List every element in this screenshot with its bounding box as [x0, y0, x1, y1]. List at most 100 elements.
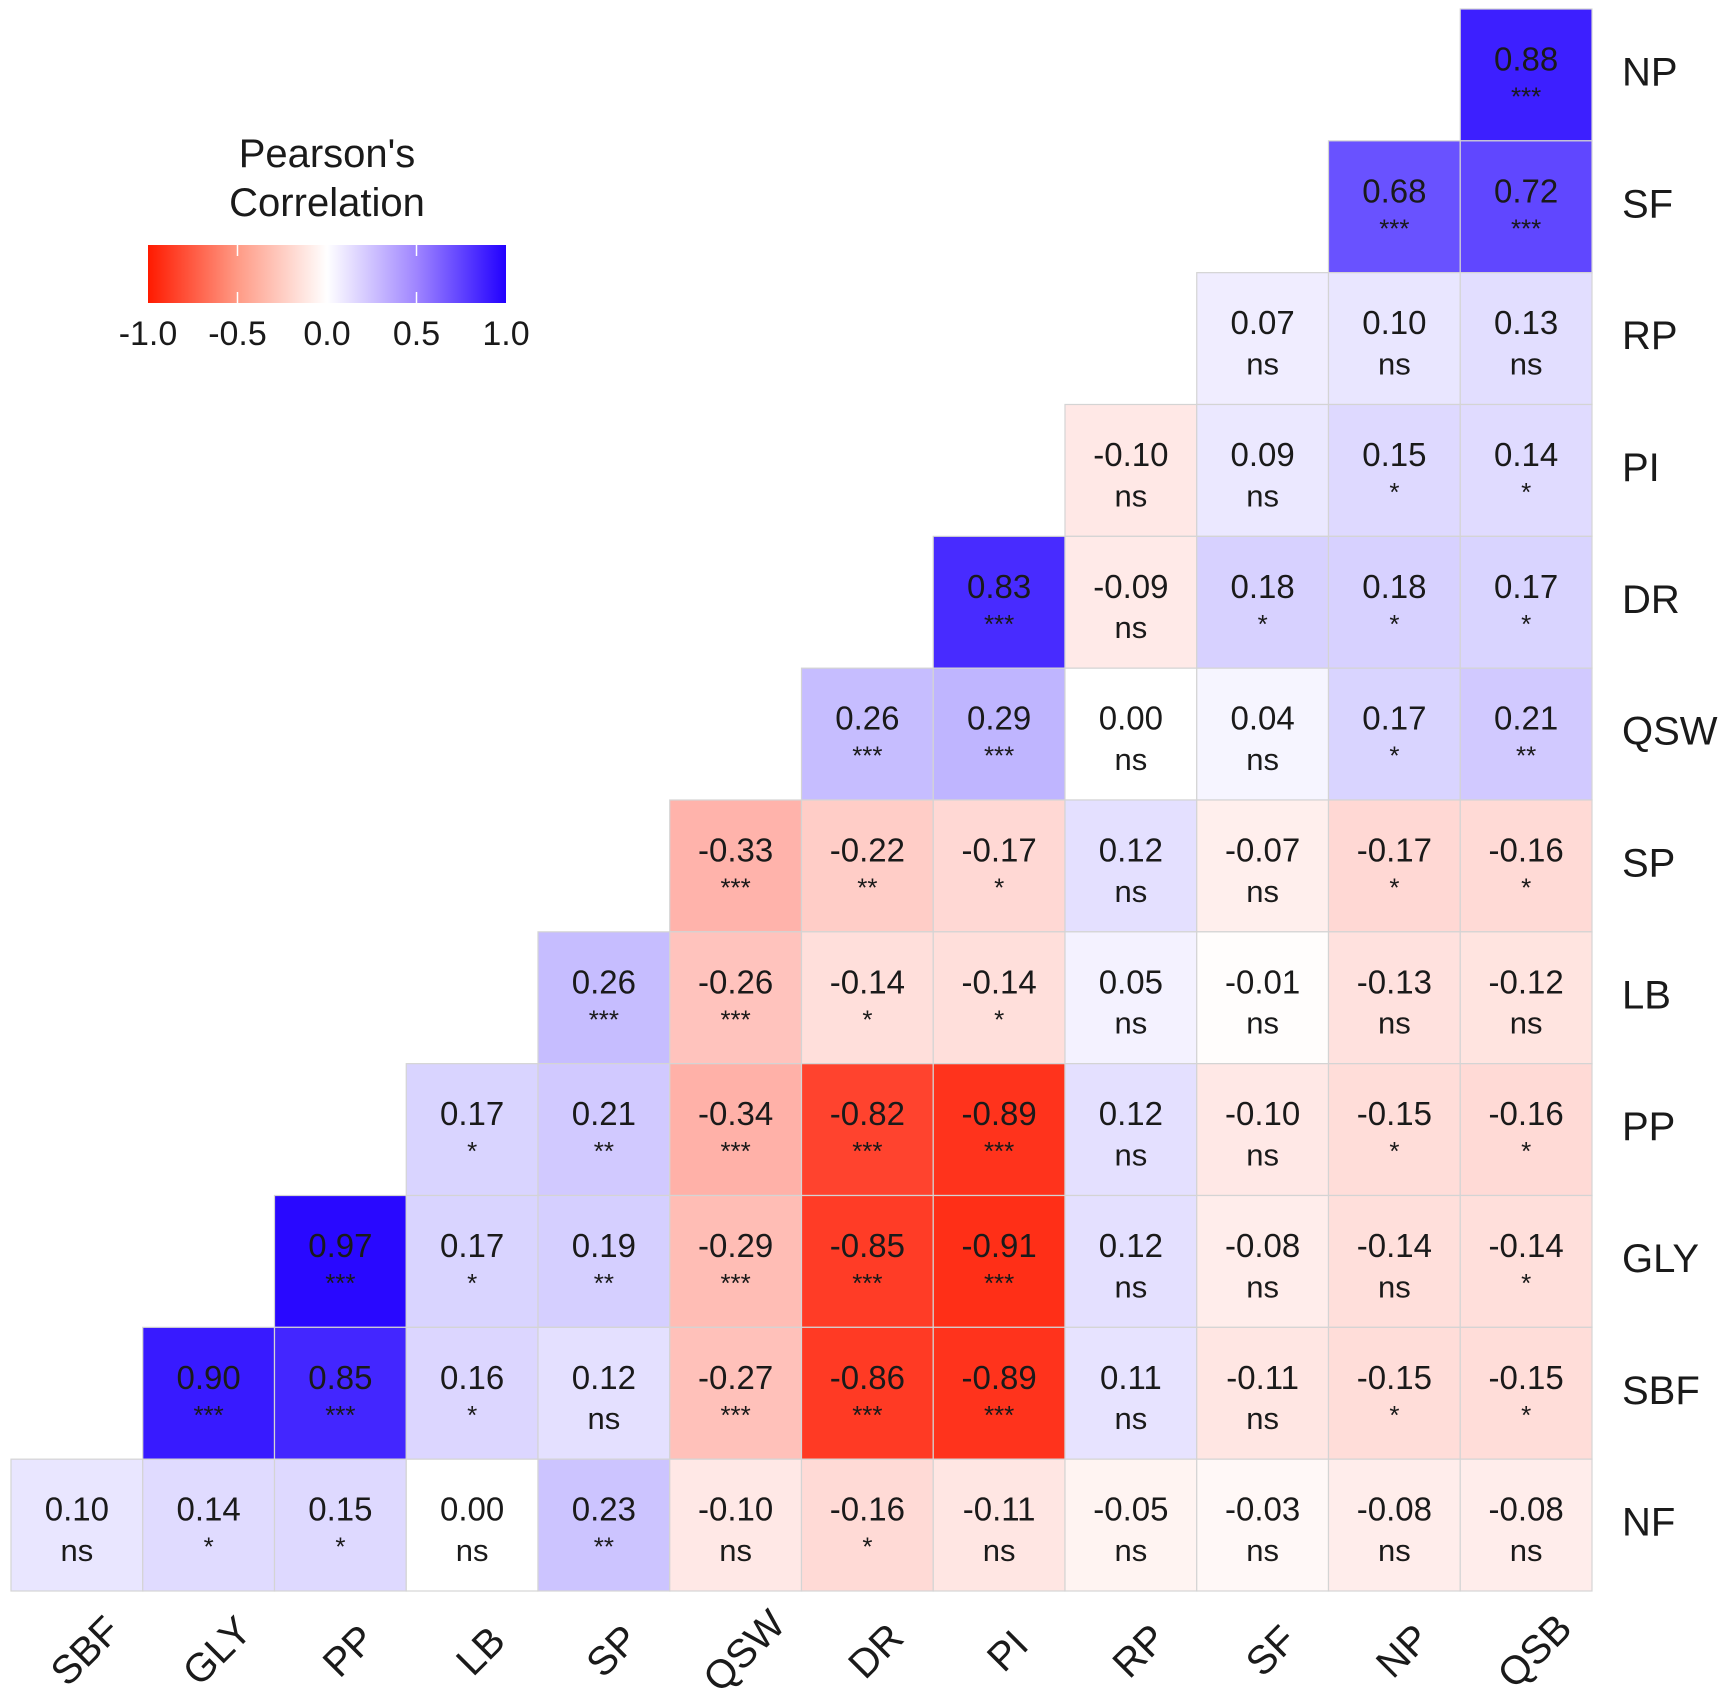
cell-rect [932, 667, 1066, 801]
heatmap-cell: -0.10 ns [1196, 1063, 1330, 1197]
cell-significance-label: *** [193, 1400, 223, 1430]
heatmap-cell: -0.16 * [1459, 1063, 1593, 1197]
cell-significance-label: * [335, 1532, 345, 1562]
cell-value-label: 0.17 [1494, 568, 1558, 605]
y-tick-label: SP [1622, 841, 1675, 885]
cell-significance-label: ns [1510, 1006, 1543, 1041]
heatmap-cell: -0.82 *** [800, 1063, 934, 1197]
heatmap-cell: 0.00 ns [405, 1458, 539, 1592]
cell-significance-label: ns [1246, 1533, 1279, 1568]
cell-significance-label: *** [852, 1400, 882, 1430]
cell-value-label: 0.26 [835, 700, 899, 737]
heatmap-cell: -0.10 ns [1064, 403, 1198, 537]
cell-value-label: 0.13 [1494, 304, 1558, 341]
heatmap-cell: 0.17 * [405, 1063, 539, 1197]
cell-rect [1064, 1326, 1198, 1460]
heatmap-cell: 0.14 * [1459, 403, 1593, 537]
cell-significance-label: ns [1115, 1533, 1148, 1568]
heatmap-cell: 0.18 * [1327, 535, 1461, 669]
cell-value-label: 0.17 [440, 1227, 504, 1264]
cell-significance-label: ns [1246, 346, 1279, 381]
heatmap-cell: 0.17 * [1459, 535, 1593, 669]
cell-significance-label: ns [1115, 478, 1148, 513]
cell-value-label: 0.68 [1362, 172, 1426, 209]
cell-significance-label: ns [1246, 1137, 1279, 1172]
heatmap-cell: 0.15 * [1327, 403, 1461, 537]
cell-rect [1459, 931, 1593, 1065]
cell-rect [800, 1326, 934, 1460]
cell-significance-label: ns [1115, 1137, 1148, 1172]
cell-value-label: 0.18 [1362, 568, 1426, 605]
cell-value-label: -0.85 [830, 1227, 905, 1264]
cell-rect [1327, 799, 1461, 933]
cell-significance-label: ns [456, 1533, 489, 1568]
cell-significance-label: * [1389, 741, 1399, 771]
cell-significance-label: *** [984, 609, 1014, 639]
heatmap-cell: 0.17 * [1327, 667, 1461, 801]
cell-value-label: 0.17 [440, 1095, 504, 1132]
heatmap-cell: -0.08 ns [1459, 1458, 1593, 1592]
cell-rect [1459, 272, 1593, 406]
heatmap-cell: -0.15 * [1327, 1326, 1461, 1460]
heatmap-cell: 0.97 *** [273, 1194, 407, 1328]
cell-rect [932, 799, 1066, 933]
cell-significance-label: ns [1115, 610, 1148, 645]
cell-significance-label: *** [720, 1268, 750, 1298]
heatmap-cell: 0.10 ns [1327, 272, 1461, 406]
heatmap-cell: 0.12 ns [1064, 1063, 1198, 1197]
cell-value-label: -0.16 [1489, 831, 1564, 868]
heatmap-cell: -0.14 * [932, 931, 1066, 1065]
cell-value-label: 0.12 [1099, 831, 1163, 868]
y-tick-label: SF [1622, 182, 1673, 226]
cell-significance-label: * [1389, 477, 1399, 507]
y-tick-label: NF [1622, 1501, 1675, 1545]
cell-value-label: -0.13 [1357, 963, 1432, 1000]
cell-significance-label: ns [1246, 478, 1279, 513]
heatmap-cell: -0.89 *** [932, 1326, 1066, 1460]
cell-significance-label: * [467, 1136, 477, 1166]
cell-value-label: -0.86 [830, 1359, 905, 1396]
heatmap-cell: -0.26 *** [669, 931, 803, 1065]
cell-value-label: 0.09 [1231, 436, 1295, 473]
legend-tick-label: -1.0 [119, 315, 178, 353]
cell-significance-label: *** [325, 1400, 355, 1430]
cell-significance-label: *** [984, 1400, 1014, 1430]
cell-rect [669, 1326, 803, 1460]
heatmap-cell: 0.17 * [405, 1194, 539, 1328]
heatmap-cell: 0.19 ** [537, 1194, 671, 1328]
cell-rect [1327, 1458, 1461, 1592]
heatmap-cell: -0.01 ns [1196, 931, 1330, 1065]
cell-value-label: -0.26 [698, 963, 773, 1000]
cell-value-label: 0.90 [177, 1359, 241, 1396]
heatmap-cell: -0.09 ns [1064, 535, 1198, 669]
cell-rect [273, 1458, 407, 1592]
cell-rect [1459, 799, 1593, 933]
heatmap-cell: -0.15 * [1327, 1063, 1461, 1197]
cell-significance-label: *** [852, 1136, 882, 1166]
cell-rect [932, 535, 1066, 669]
legend-tick-label: -0.5 [208, 315, 267, 353]
heatmap-cell: 0.07 ns [1196, 272, 1330, 406]
cell-rect [669, 799, 803, 933]
heatmap-cell: -0.89 *** [932, 1063, 1066, 1197]
x-tick-label: DR [840, 1615, 912, 1687]
cell-rect [1459, 1326, 1593, 1460]
x-tick-label: PI [979, 1622, 1037, 1680]
cell-rect [405, 1194, 539, 1328]
cell-significance-label: ** [857, 873, 877, 903]
cell-rect [1064, 1063, 1198, 1197]
heatmap-cell: 0.21 ** [1459, 667, 1593, 801]
cell-rect [537, 1458, 671, 1592]
cell-value-label: -0.14 [1489, 1227, 1564, 1264]
heatmap-cell: 0.16 * [405, 1326, 539, 1460]
cell-significance-label: *** [852, 1268, 882, 1298]
heatmap-cell: -0.11 ns [1196, 1326, 1330, 1460]
cell-value-label: 0.21 [1494, 700, 1558, 737]
y-tick-label: PP [1622, 1105, 1675, 1149]
cell-rect [1327, 403, 1461, 537]
heatmap-cell: 0.12 ns [537, 1326, 671, 1460]
heatmap-cell: -0.14 * [1459, 1194, 1593, 1328]
cell-rect [1064, 1458, 1198, 1592]
y-tick-label: SBF [1622, 1369, 1700, 1413]
heatmap-cell: 0.88 *** [1459, 8, 1593, 142]
